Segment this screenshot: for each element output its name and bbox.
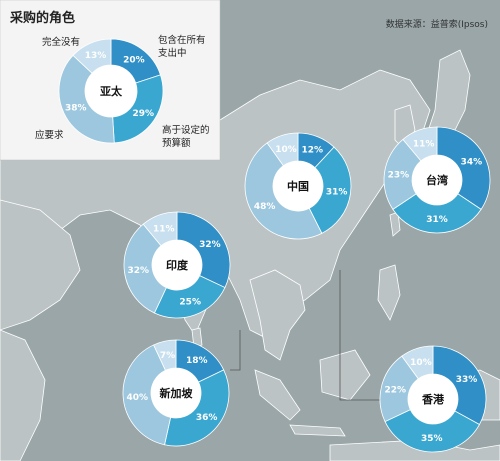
hongkong-connector — [339, 270, 385, 401]
donut-india-value-1: 25% — [179, 298, 201, 308]
donut-hongkong-value-1: 35% — [421, 434, 443, 444]
donut-taiwan-slice-3 — [402, 126, 438, 162]
chart-title: 采购的角色 — [9, 10, 75, 26]
legend-label-above: 高于设定的 预算额 — [162, 124, 213, 149]
donut-taiwan-value-0: 34% — [461, 158, 483, 168]
donut-china-value-3: 10% — [275, 145, 297, 155]
donut-hongkong-value-2: 22% — [384, 385, 406, 395]
legend-label-above-line1: 高于设定的 — [162, 124, 210, 136]
legend-label-wholly-line2: 支出中 — [158, 47, 187, 59]
donut-taiwan-value-2: 23% — [388, 170, 410, 180]
donut-taiwan-center — [412, 155, 462, 205]
land-africa — [0, 329, 46, 461]
donut-hongkong-value-3: 10% — [410, 358, 432, 368]
donut-hongkong-value-0: 33% — [456, 375, 478, 385]
donut-asia-pacific-value-0: 20% — [123, 55, 145, 65]
land-arabia — [0, 199, 81, 331]
donut-india-name: 印度 — [166, 258, 189, 272]
donut-india-center — [152, 240, 202, 290]
donut-asia-pacific-slice-2 — [58, 54, 115, 144]
donut-india-slice-3 — [142, 211, 178, 247]
donut-asia-pacific: 20% 29% 38% 13% 亚太 — [58, 38, 164, 144]
donut-taiwan-name: 台湾 — [426, 173, 448, 187]
land-asia-mainland — [0, 69, 431, 341]
legend-label-above-line2: 预算额 — [162, 137, 191, 149]
donut-asia-pacific-value-2: 38% — [65, 104, 87, 114]
land-borneo — [319, 349, 371, 401]
donut-charts: 20% 29% 38% 13% 亚太 12% 31% 48% 10% 中国 34% 31% 23% 11%… — [58, 38, 491, 453]
donut-india-value-3: 11% — [153, 224, 175, 234]
donut-taiwan: 34% 31% 23% 11% 台湾 — [383, 126, 491, 234]
land-sumatra — [254, 369, 301, 421]
donut-singapore-center — [151, 368, 201, 418]
donut-singapore-value-1: 36% — [196, 413, 218, 423]
donut-singapore-value-3: 7% — [160, 351, 175, 361]
donut-asia-pacific-name: 亚太 — [100, 84, 123, 98]
donut-china-value-1: 31% — [326, 187, 348, 197]
donut-india-value-0: 32% — [199, 240, 221, 250]
donut-hongkong-center — [408, 374, 458, 424]
donut-china-value-0: 12% — [301, 146, 323, 156]
singapore-connector — [230, 330, 241, 371]
land-indochina — [249, 269, 306, 361]
donut-taiwan-value-1: 31% — [426, 215, 448, 225]
legend-label-wholly: 包含在所有 支出中 — [158, 34, 209, 59]
donut-china-name: 中国 — [287, 179, 309, 193]
land-java — [289, 424, 346, 437]
legend-label-none: 完全没有 — [42, 36, 80, 48]
legend-label-wholly-line1: 包含在所有 — [158, 34, 206, 46]
donut-hongkong: 33% 35% 22% 10% 香港 — [379, 345, 487, 453]
donut-singapore-value-0: 18% — [186, 356, 208, 366]
legend-label-request: 应要求 — [35, 129, 64, 141]
donut-india-value-2: 32% — [128, 266, 150, 276]
donut-india: 32% 25% 32% 11% 印度 — [123, 211, 231, 319]
land-philippines — [377, 264, 401, 321]
donut-taiwan-value-3: 11% — [413, 139, 435, 149]
source-note: 数据来源：益普索(Ipsos) — [386, 18, 488, 30]
donut-asia-pacific-center — [85, 65, 137, 117]
donut-singapore: 18% 36% 40% 7% 新加坡 — [122, 339, 230, 447]
connector-lines — [230, 270, 385, 401]
donut-singapore-name: 新加坡 — [160, 386, 194, 400]
donut-china-value-2: 48% — [254, 202, 276, 212]
donut-china-center — [273, 161, 323, 211]
donut-asia-pacific-value-3: 13% — [85, 51, 107, 61]
donut-china: 12% 31% 48% 10% 中国 — [244, 132, 352, 240]
donut-asia-pacific-value-1: 29% — [132, 109, 154, 119]
donut-singapore-value-2: 40% — [126, 393, 148, 403]
donut-hongkong-name: 香港 — [421, 392, 445, 406]
